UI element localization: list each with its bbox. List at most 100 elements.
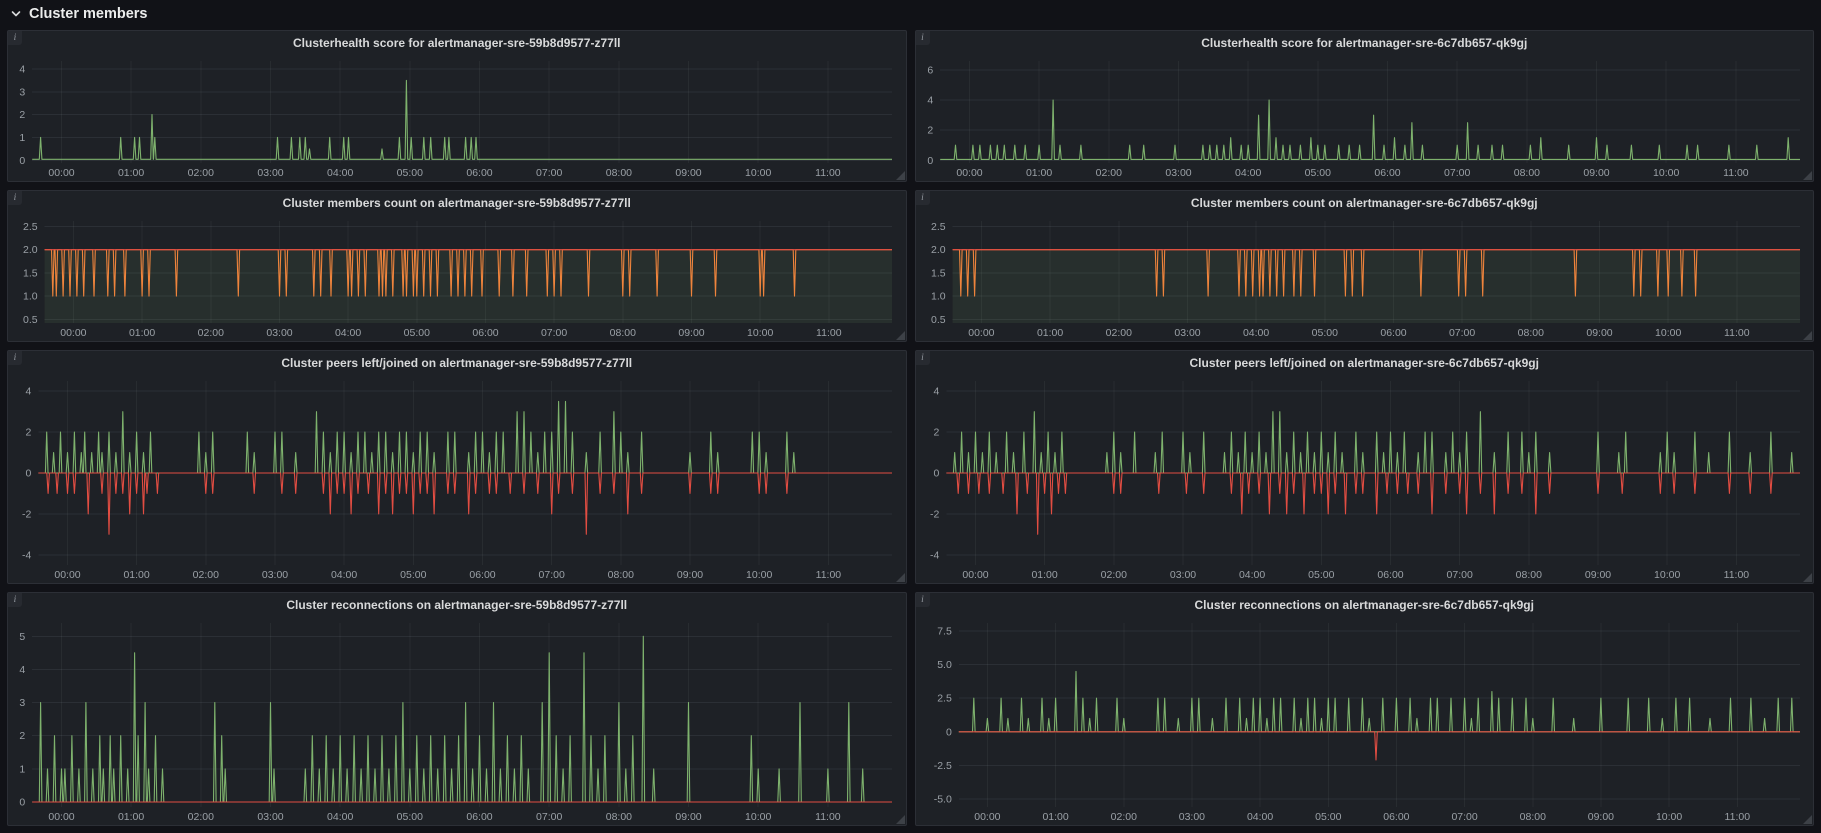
chart-canvas: 00:00 01:00 02:00 03:00 04:00 05:00 06:00 07:00… [19, 623, 892, 823]
svg-text:0.5: 0.5 [930, 314, 945, 326]
svg-text:04:00: 04:00 [1235, 167, 1261, 179]
svg-text:03:00: 03:00 [257, 167, 283, 179]
panel-title[interactable]: Clusterhealth score for alertmanager-sre… [8, 31, 906, 55]
svg-text:00:00: 00:00 [968, 327, 994, 339]
time-series-chart[interactable]: 00:00 01:00 02:00 03:00 04:00 05:00 06:00 07:00… [10, 55, 904, 180]
panel-info-icon[interactable]: i [8, 31, 22, 45]
panel-info-icon[interactable]: i [8, 593, 22, 607]
svg-text:01:00: 01:00 [1036, 327, 1062, 339]
svg-text:00:00: 00:00 [54, 569, 80, 581]
panel-info-icon[interactable]: i [8, 191, 22, 205]
svg-text:04:00: 04:00 [1238, 569, 1264, 581]
svg-text:-2: -2 [22, 508, 31, 520]
panel-clusterhealth-qk9gj: i Clusterhealth score for alertmanager-s… [914, 30, 1814, 182]
panel-title-text: Cluster reconnections on alertmanager-sr… [1194, 598, 1534, 612]
svg-text:07:00: 07:00 [539, 569, 565, 581]
info-icon: i [13, 353, 17, 363]
svg-text:07:00: 07:00 [1444, 167, 1470, 179]
time-series-chart[interactable]: 00:00 01:00 02:00 03:00 04:00 05:00 06:00 07:00… [918, 375, 1812, 582]
svg-text:4: 4 [26, 386, 32, 398]
svg-text:04:00: 04:00 [327, 167, 353, 179]
svg-text:1.0: 1.0 [930, 291, 945, 303]
svg-text:02:00: 02:00 [1110, 811, 1136, 823]
svg-text:02:00: 02:00 [1100, 569, 1126, 581]
chart-canvas: 00:00 01:00 02:00 03:00 04:00 05:00 06:00 07:00… [22, 381, 892, 581]
panel-title[interactable]: Clusterhealth score for alertmanager-sre… [916, 31, 1814, 55]
row-header-cluster-members[interactable]: Cluster members [0, 0, 1821, 28]
time-series-chart[interactable]: 00:00 01:00 02:00 03:00 04:00 05:00 06:00 07:00… [918, 55, 1812, 180]
chart-canvas: 00:00 01:00 02:00 03:00 04:00 05:00 06:00 07:00… [930, 381, 1800, 581]
panel-info-icon[interactable]: i [915, 191, 930, 205]
time-series-chart[interactable]: 00:00 01:00 02:00 03:00 04:00 05:00 06:00 07:00… [10, 375, 904, 582]
panel-info-icon[interactable]: i [915, 351, 930, 365]
svg-text:1.5: 1.5 [23, 267, 38, 279]
svg-text:0: 0 [933, 468, 939, 480]
panel-title[interactable]: Cluster reconnections on alertmanager-sr… [8, 593, 906, 617]
panel-resize-handle[interactable] [895, 815, 905, 824]
time-series-chart[interactable]: 00:00 01:00 02:00 03:00 04:00 05:00 06:00 07:00… [10, 215, 904, 340]
svg-text:2.5: 2.5 [937, 693, 952, 705]
panel-title[interactable]: Cluster peers left/joined on alertmanage… [916, 351, 1814, 375]
svg-text:08:00: 08:00 [1515, 569, 1541, 581]
svg-text:11:00: 11:00 [1724, 327, 1750, 339]
svg-text:02:00: 02:00 [1105, 327, 1131, 339]
svg-text:07:00: 07:00 [1451, 811, 1477, 823]
panel-resize-handle[interactable] [1803, 331, 1812, 340]
svg-text:4: 4 [933, 386, 939, 398]
panel-resize-handle[interactable] [895, 573, 905, 582]
panel-title[interactable]: Cluster members count on alertmanager-sr… [916, 191, 1814, 215]
svg-text:4: 4 [927, 95, 933, 107]
svg-text:05:00: 05:00 [397, 167, 423, 179]
svg-text:02:00: 02:00 [188, 167, 214, 179]
svg-text:08:00: 08:00 [1517, 327, 1543, 339]
svg-text:03:00: 03:00 [1165, 167, 1191, 179]
svg-text:1.5: 1.5 [930, 267, 945, 279]
svg-text:09:00: 09:00 [1586, 327, 1612, 339]
svg-text:05:00: 05:00 [1308, 569, 1334, 581]
panel-title[interactable]: Cluster peers left/joined on alertmanage… [8, 351, 906, 375]
svg-text:2.0: 2.0 [23, 244, 38, 256]
panel-resize-handle[interactable] [1803, 573, 1812, 582]
svg-text:2: 2 [933, 427, 939, 439]
svg-text:07:00: 07:00 [1448, 327, 1474, 339]
svg-text:4: 4 [19, 64, 25, 76]
svg-text:09:00: 09:00 [1583, 167, 1609, 179]
time-series-chart[interactable]: 00:00 01:00 02:00 03:00 04:00 05:00 06:00 07:00… [918, 215, 1812, 340]
svg-text:2.5: 2.5 [930, 221, 945, 233]
panel-title-text: Cluster reconnections on alertmanager-sr… [286, 598, 628, 612]
svg-text:01:00: 01:00 [123, 569, 149, 581]
time-series-chart[interactable]: 00:00 01:00 02:00 03:00 04:00 05:00 06:00 07:00… [10, 617, 904, 824]
svg-text:10:00: 10:00 [745, 811, 771, 823]
svg-text:06:00: 06:00 [466, 167, 492, 179]
svg-text:09:00: 09:00 [675, 167, 701, 179]
svg-text:0: 0 [26, 468, 32, 480]
panel-info-icon[interactable]: i [8, 351, 22, 365]
svg-text:06:00: 06:00 [1377, 569, 1403, 581]
panel-resize-handle[interactable] [1803, 171, 1812, 180]
svg-text:00:00: 00:00 [60, 327, 86, 339]
svg-text:03:00: 03:00 [266, 327, 292, 339]
panel-title-text: Cluster peers left/joined on alertmanage… [281, 356, 633, 370]
svg-text:06:00: 06:00 [1374, 167, 1400, 179]
panel-resize-handle[interactable] [1803, 815, 1812, 824]
svg-text:00:00: 00:00 [962, 569, 988, 581]
time-series-chart[interactable]: 00:00 01:00 02:00 03:00 04:00 05:00 06:00 07:00… [918, 617, 1812, 824]
svg-text:06:00: 06:00 [469, 569, 495, 581]
svg-text:7.5: 7.5 [937, 626, 952, 638]
svg-text:00:00: 00:00 [48, 811, 74, 823]
svg-text:04:00: 04:00 [1246, 811, 1272, 823]
panel-title[interactable]: Cluster members count on alertmanager-sr… [8, 191, 906, 215]
svg-text:10:00: 10:00 [1655, 811, 1681, 823]
svg-text:1: 1 [19, 132, 25, 144]
panel-info-icon[interactable]: i [915, 31, 930, 45]
panel-title[interactable]: Cluster reconnections on alertmanager-sr… [916, 593, 1814, 617]
svg-text:10:00: 10:00 [1655, 327, 1681, 339]
svg-text:-4: -4 [22, 549, 31, 561]
panel-resize-handle[interactable] [895, 171, 905, 180]
info-icon: i [921, 193, 924, 203]
panel-resize-handle[interactable] [895, 331, 905, 340]
panel-title-text: Cluster peers left/joined on alertmanage… [1189, 356, 1539, 370]
panel-title-text: Cluster members count on alertmanager-sr… [1190, 196, 1538, 210]
panel-info-icon[interactable]: i [915, 593, 930, 607]
